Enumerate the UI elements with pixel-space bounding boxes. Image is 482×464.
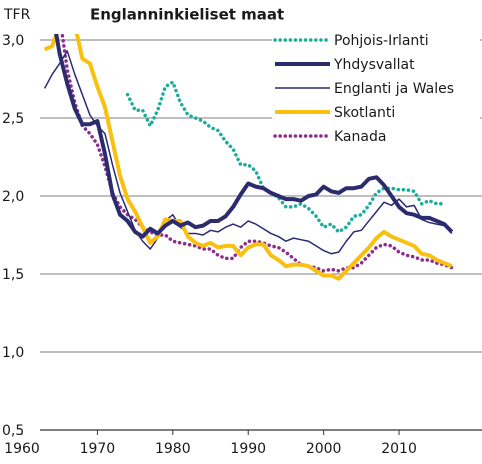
x-tick-label: 1960 — [4, 441, 40, 457]
series-line — [125, 80, 447, 234]
legend-label: Kanada — [334, 129, 386, 145]
legend-label: Skotlanti — [334, 105, 395, 121]
y-tick-label: 2,5 — [2, 111, 24, 127]
x-tick-label: 2010 — [381, 441, 417, 457]
x-tick-label: 1990 — [230, 441, 266, 457]
series-line — [54, 34, 454, 239]
y-tick-label: 2,0 — [2, 189, 24, 205]
chart-title: Englanninkieliset maat — [90, 6, 284, 24]
legend-bg — [272, 101, 480, 123]
x-tick-label: 2000 — [306, 441, 342, 457]
y-axis-label: TFR — [3, 7, 31, 23]
legend-label: Englanti ja Wales — [334, 81, 454, 97]
legend-label: Pohjois-Irlanti — [334, 33, 429, 49]
legend-bg — [272, 29, 480, 51]
legend-bg — [272, 77, 480, 99]
y-tick-label: 0,5 — [2, 423, 24, 439]
series-line — [43, 50, 453, 255]
x-tick-label: 1970 — [80, 441, 116, 457]
series-line — [43, 34, 453, 281]
y-tick-label: 1,5 — [2, 267, 24, 283]
x-tick-label: 1980 — [155, 441, 191, 457]
legend-label: Yhdysvallat — [333, 57, 415, 73]
y-tick-label: 1,0 — [2, 345, 24, 361]
y-tick-label: 3,0 — [2, 33, 24, 49]
legend-bg — [272, 125, 480, 147]
legend-bg — [272, 53, 480, 75]
